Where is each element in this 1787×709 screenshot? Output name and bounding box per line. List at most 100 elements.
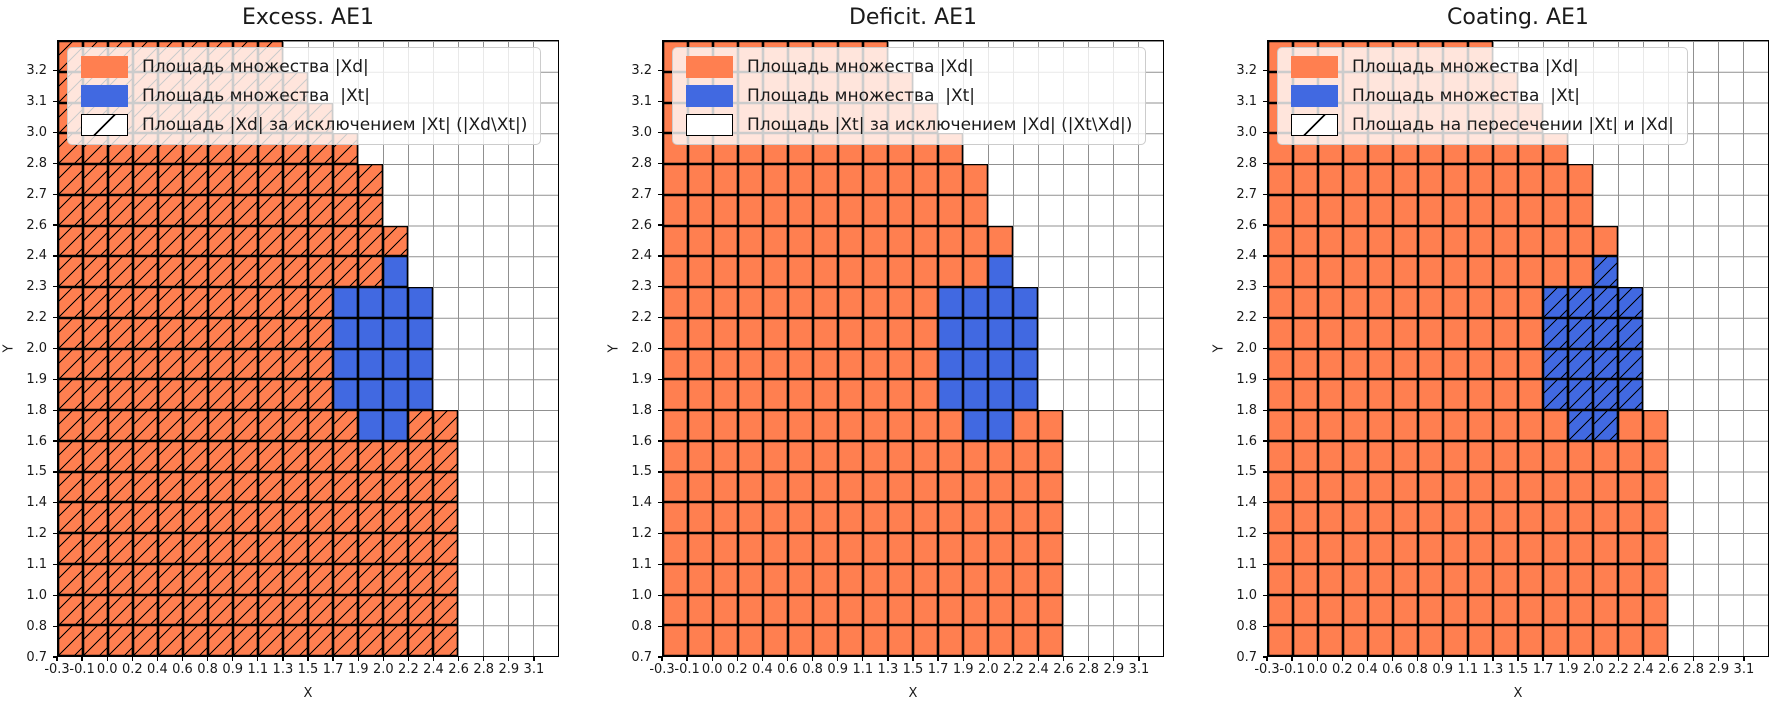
xt-region-cell	[383, 287, 408, 318]
xd-region-cell	[763, 410, 788, 441]
xd-region-cell	[788, 471, 813, 503]
xd-region-cell	[308, 625, 333, 656]
y-tick-label: 2.2	[26, 310, 47, 326]
xt-region-cell	[358, 317, 383, 349]
x-tick-mark	[1492, 657, 1494, 661]
xd-region-cell	[1013, 502, 1038, 533]
xd-region-cell	[813, 348, 838, 380]
y-tick-label: 2.8	[26, 155, 47, 171]
xd-region-cell	[663, 563, 688, 595]
xd-region-cell	[988, 594, 1013, 626]
legend-item-label: Площадь множества |Xd|	[1352, 57, 1579, 77]
y-tick-mark	[658, 193, 662, 195]
xd-region-cell	[158, 164, 183, 195]
x-tick-label: 1.3	[1482, 662, 1504, 677]
xd-region-cell	[1268, 625, 1293, 656]
y-tick-mark	[53, 471, 57, 473]
xd-region-cell	[663, 164, 688, 195]
xd-region-cell	[863, 194, 888, 226]
xd-region-cell	[888, 410, 913, 441]
xd-region-cell	[233, 256, 258, 287]
xd-region-cell	[1468, 348, 1493, 380]
xd-region-cell	[1518, 440, 1543, 472]
xd-region-cell	[183, 287, 208, 318]
xd-region-cell	[863, 379, 888, 410]
xt-region-cell	[1618, 379, 1643, 410]
xd-region-cell	[183, 533, 208, 564]
xt-region-cell	[383, 317, 408, 349]
xd-region-cell	[108, 625, 133, 656]
xd-region-cell	[663, 502, 688, 533]
xd-region-cell	[1343, 533, 1368, 564]
y-tick-label: 1.2	[1236, 526, 1257, 542]
xd-region-cell	[738, 194, 763, 226]
legend-item-label: Площадь множества |Xt|	[747, 86, 976, 106]
xd-region-cell	[1393, 225, 1418, 257]
xd-region-cell	[158, 533, 183, 564]
xt-region-cell	[1568, 317, 1593, 349]
xd-region-cell	[1618, 625, 1643, 656]
xd-region-cell	[283, 164, 308, 195]
xd-region-cell	[283, 256, 308, 287]
xd-region-cell	[58, 287, 83, 318]
xd-region-cell	[83, 502, 108, 533]
y-tick-label: 3.1	[1236, 94, 1257, 110]
xd-region-cell	[208, 256, 233, 287]
xd-region-cell	[1418, 379, 1443, 410]
xd-region-cell	[963, 502, 988, 533]
xd-region-cell	[838, 164, 863, 195]
xd-region-cell	[1343, 502, 1368, 533]
xd-region-cell	[1593, 225, 1618, 257]
xd-region-cell	[663, 440, 688, 472]
xd-region-cell	[1493, 625, 1518, 656]
xd-region-cell	[408, 625, 433, 656]
xd-region-cell	[283, 625, 308, 656]
xd-region-cell	[208, 440, 233, 472]
xd-region-cell	[1038, 502, 1063, 533]
xd-region-cell	[108, 194, 133, 226]
xd-region-cell	[1468, 287, 1493, 318]
xd-region-cell	[1293, 625, 1318, 656]
xd-region-cell	[58, 164, 83, 195]
xd-region-cell	[1443, 164, 1468, 195]
x-tick-mark	[206, 657, 209, 661]
xd-region-cell	[108, 471, 133, 503]
xd-region-cell	[1493, 256, 1518, 287]
x-tick-label: 0.2	[726, 662, 748, 677]
xd-region-cell	[888, 440, 913, 472]
y-tick-label: 1.8	[26, 402, 47, 418]
xt-region-cell	[938, 348, 963, 380]
xd-region-cell	[688, 625, 713, 656]
xd-region-cell	[1543, 194, 1568, 226]
xd-region-cell	[1593, 440, 1618, 472]
x-tick-label: 1.5	[902, 662, 924, 677]
xd-region-cell	[1293, 502, 1318, 533]
xd-region-cell	[1343, 410, 1368, 441]
xd-region-cell	[433, 502, 458, 533]
xd-region-cell	[1268, 440, 1293, 472]
xd-region-cell	[1368, 533, 1393, 564]
y-tick-label: 2.6	[26, 217, 47, 233]
xd-region-cell	[183, 194, 208, 226]
xd-region-cell	[108, 348, 133, 380]
xd-region-cell	[208, 287, 233, 318]
x-tick-label: 1.3	[272, 662, 294, 677]
xd-region-cell	[308, 410, 333, 441]
xd-region-cell	[1493, 471, 1518, 503]
x-tick-label: 1.1	[247, 662, 269, 677]
xd-region-cell	[1443, 194, 1468, 226]
y-tick-mark	[1263, 378, 1267, 380]
y-tick-label: 3.1	[631, 94, 652, 110]
xd-region-cell	[258, 563, 283, 595]
y-tick-mark	[53, 131, 57, 134]
xd-region-cell	[83, 471, 108, 503]
hatch-legend-swatch	[1291, 114, 1338, 136]
xd-region-cell	[183, 256, 208, 287]
xd-region-cell	[108, 563, 133, 595]
y-tick-mark	[658, 502, 662, 504]
xd-region-cell	[663, 625, 688, 656]
xd-region-cell	[1518, 164, 1543, 195]
xd-region-cell	[788, 164, 813, 195]
xt-region-cell	[408, 379, 433, 410]
xd-region-cell	[108, 287, 133, 318]
